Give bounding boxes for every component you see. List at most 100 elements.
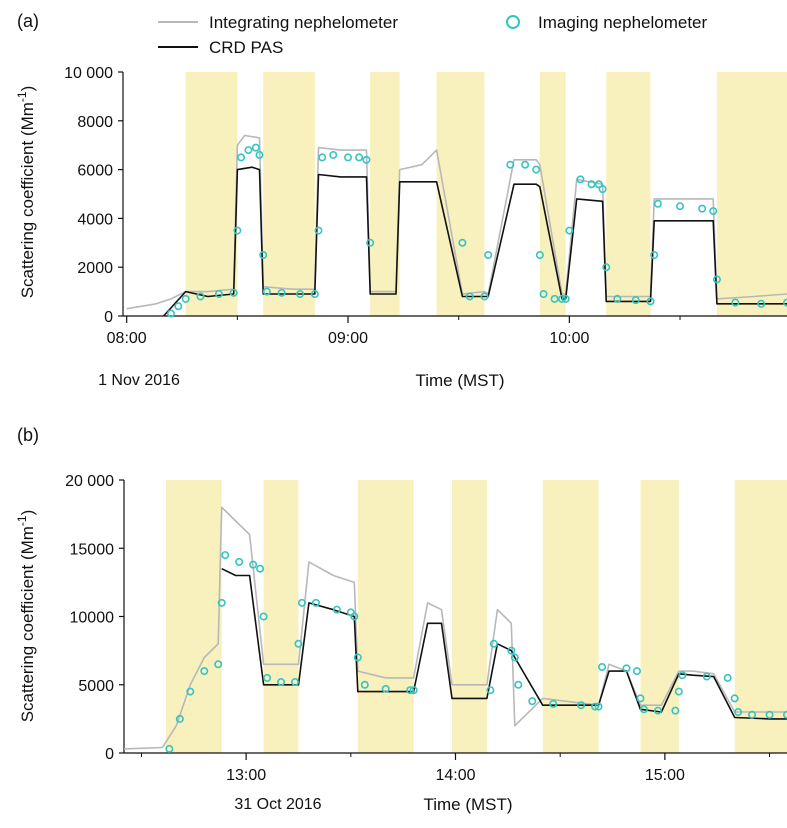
panel-b-shaded-intervals [165, 480, 787, 753]
imaging-point [259, 612, 268, 621]
imaging-point [166, 309, 175, 318]
imaging-point [631, 296, 640, 305]
imaging-point [712, 275, 721, 284]
imaging-point [489, 639, 498, 648]
imaging-point [277, 678, 286, 687]
imaging-point [249, 560, 258, 569]
imaging-point [174, 302, 183, 311]
imaging-point [594, 180, 603, 189]
y-tick-label: 20 000 [65, 473, 114, 490]
imaging-point [480, 292, 489, 301]
imaging-point [561, 294, 570, 303]
imaging-point [539, 290, 548, 299]
imaging-point [676, 202, 685, 211]
legend-crd-label: CRD PAS [209, 38, 283, 57]
series-line-integrating-nephelometer [126, 134, 787, 310]
imaging-point [632, 667, 641, 676]
shaded-interval [606, 72, 651, 316]
imaging-point [639, 705, 648, 714]
y-tick-label: 0 [105, 746, 114, 763]
imaging-point [698, 204, 707, 213]
imaging-point [557, 294, 566, 303]
y-tick-label: 4000 [77, 211, 113, 228]
shaded-interval [716, 72, 787, 316]
x-tick-label: 14:00 [435, 767, 475, 784]
imaging-point [602, 263, 611, 272]
imaging-point [576, 175, 585, 184]
imaging-point [175, 714, 184, 723]
panel-b-date-label: 31 Oct 2016 [234, 796, 321, 813]
imaging-point [314, 226, 323, 235]
imaging-point [598, 185, 607, 194]
imaging-point [702, 672, 711, 681]
y-tick-label: 6000 [77, 163, 113, 180]
imaging-point [521, 160, 530, 169]
imaging-point [484, 251, 493, 260]
imaging-point [549, 699, 558, 708]
imaging-point [532, 165, 541, 174]
shaded-interval [263, 480, 299, 753]
imaging-point [678, 671, 687, 680]
imaging-point [344, 153, 353, 162]
imaging-point [355, 153, 364, 162]
imaging-point [244, 146, 253, 155]
panel-a-date-label: 1 Nov 2016 [98, 372, 180, 389]
chart-panel-b: (b) 0 5000 10000 15000 20 000 13:00 14:00 15:00… [15, 425, 787, 814]
imaging-point [262, 287, 271, 296]
legend: Integrating nephelometer CRD PAS Imaging… [158, 13, 708, 57]
panel-a-series [126, 134, 787, 318]
imaging-point [381, 684, 390, 693]
imaging-point [731, 298, 740, 307]
panel-a-y-axis-label: Scattering coefficient (Mm-1) [15, 86, 37, 299]
imaging-point [765, 710, 774, 719]
imaging-point [734, 708, 743, 717]
shaded-interval [165, 480, 222, 753]
panel-b-y-axis-label: Scattering coefficient (Mm-1) [15, 510, 37, 723]
imaging-point [406, 686, 415, 695]
legend-integrating-label: Integrating nephelometer [209, 13, 398, 32]
imaging-point [674, 687, 683, 696]
imaging-point [653, 199, 662, 208]
chart-panel-a: (a) 0 2000 4000 6000 8000 10 000 08:00 09:00 10:… [15, 11, 787, 390]
imaging-point [535, 251, 544, 260]
imaging-point [290, 678, 299, 687]
imaging-point [311, 598, 320, 607]
imaging-point [723, 673, 732, 682]
imaging-point [748, 710, 757, 719]
y-tick-label: 2000 [77, 260, 113, 277]
imaging-point [181, 294, 190, 303]
series-line-crd-pas [163, 166, 787, 317]
panel-a-tick-labels: 0 2000 4000 6000 8000 10 000 08:00 09:00 10:00 [64, 65, 681, 347]
imaging-point [622, 664, 631, 673]
imaging-point [671, 706, 680, 715]
imaging-point [221, 551, 230, 560]
imaging-point [598, 663, 607, 672]
imaging-point [486, 686, 495, 695]
panel-b-label: (b) [17, 425, 39, 445]
imaging-point [757, 299, 766, 308]
imaging-point [277, 288, 286, 297]
imaging-point [550, 294, 559, 303]
imaging-point [366, 238, 375, 247]
shaded-interval [263, 72, 315, 316]
panel-a-axes [122, 72, 787, 317]
x-tick-label: 15:00 [645, 767, 685, 784]
shaded-interval [357, 480, 414, 753]
panel-a-x-axis-label: Time (MST) [415, 371, 504, 390]
imaging-point [653, 706, 662, 715]
y-tick-label: 8000 [77, 114, 113, 131]
imaging-point [409, 686, 418, 695]
legend-imaging-label: Imaging nephelometer [538, 13, 708, 32]
imaging-point [294, 639, 303, 648]
y-tick-label: 15000 [70, 541, 115, 558]
imaging-point [709, 207, 718, 216]
imaging-point [587, 180, 596, 189]
shaded-interval [370, 72, 400, 316]
imaging-point [650, 251, 659, 260]
imaging-point [297, 598, 306, 607]
imaging-point [577, 701, 586, 710]
imaging-point [318, 153, 327, 162]
imaging-point [510, 653, 519, 662]
imaging-point [251, 143, 260, 152]
imaging-point [263, 673, 272, 682]
